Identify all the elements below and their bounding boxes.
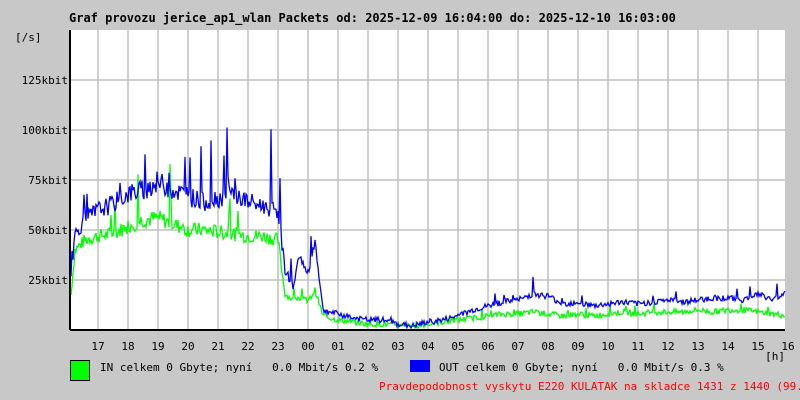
x-axis-unit: [h]: [765, 350, 785, 363]
y-tick-label: 125kbit: [22, 74, 68, 87]
x-tick-label: 19: [151, 340, 164, 353]
x-tick-label: 12: [661, 340, 674, 353]
x-tick-label: 02: [361, 340, 374, 353]
y-tick-label: 50kbit: [28, 224, 68, 237]
x-tick-label: 08: [541, 340, 554, 353]
x-tick-label: 22: [241, 340, 254, 353]
series-line-in: [70, 164, 786, 330]
x-tick-label: 01: [331, 340, 344, 353]
x-tick-label: 23: [271, 340, 284, 353]
legend-out-swatch: [410, 360, 430, 372]
x-tick-label: 06: [481, 340, 494, 353]
x-tick-label: 20: [181, 340, 194, 353]
x-tick-label: 09: [571, 340, 584, 353]
x-tick-label: 03: [391, 340, 404, 353]
x-tick-label: 11: [631, 340, 644, 353]
y-tick-label: 75kbit: [28, 174, 68, 187]
legend-in-text: IN celkem 0 Gbyte; nyní 0.0 Mbit/s 0.2 %: [100, 361, 379, 374]
x-tick-label: 10: [601, 340, 614, 353]
y-axis-unit: [/s]: [15, 31, 42, 44]
x-tick-label: 21: [211, 340, 224, 353]
x-tick-label: 07: [511, 340, 524, 353]
x-tick-label: 18: [121, 340, 134, 353]
legend-in-swatch: [70, 360, 90, 381]
x-tick-label: 15: [751, 340, 764, 353]
x-tick-label: 16: [781, 340, 794, 353]
x-tick-label: 14: [721, 340, 735, 353]
y-tick-label: 25kbit: [28, 274, 68, 287]
x-tick-label: 17: [91, 340, 104, 353]
legend-out-text: OUT celkem 0 Gbyte; nyní 0.0 Mbit/s 0.3 …: [439, 361, 724, 374]
chart-title: Graf provozu jerice_ap1_wlan Packets od:…: [69, 11, 676, 25]
y-tick-label: 100kbit: [22, 124, 68, 137]
x-tick-label: 05: [451, 340, 464, 353]
x-tick-label: 13: [691, 340, 704, 353]
x-tick-label: 04: [421, 340, 435, 353]
footer-probability-text: Pravdepodobnost vyskytu E220 KULATAK na …: [379, 380, 800, 393]
x-tick-label: 00: [301, 340, 314, 353]
series-line-out: [70, 127, 786, 330]
